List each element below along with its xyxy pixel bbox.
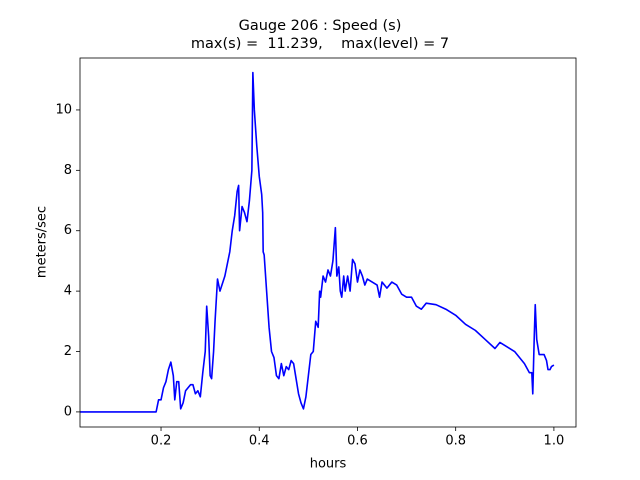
x-tick-label: 0.6	[347, 434, 368, 449]
x-tick-label: 0.4	[249, 434, 270, 449]
x-axis-label: hours	[310, 457, 347, 472]
chart-title: Gauge 206 : Speed (s)	[239, 18, 402, 34]
y-tick-label: 8	[64, 163, 72, 178]
y-tick-label: 2	[64, 344, 72, 359]
x-tick-label: 1.0	[544, 434, 565, 449]
y-tick-label: 0	[64, 404, 72, 419]
y-tick-label: 10	[55, 102, 72, 117]
chart-subtitle: max(s) = 11.239, max(level) = 7	[191, 36, 449, 52]
y-tick-label: 4	[64, 284, 72, 299]
x-tick-label: 0.8	[445, 434, 466, 449]
y-tick-label: 6	[64, 223, 72, 238]
data-line	[80, 71, 555, 413]
x-tick-label: 0.2	[151, 434, 172, 449]
y-axis-label: meters/sec	[35, 206, 50, 278]
plot-frame	[79, 57, 577, 428]
